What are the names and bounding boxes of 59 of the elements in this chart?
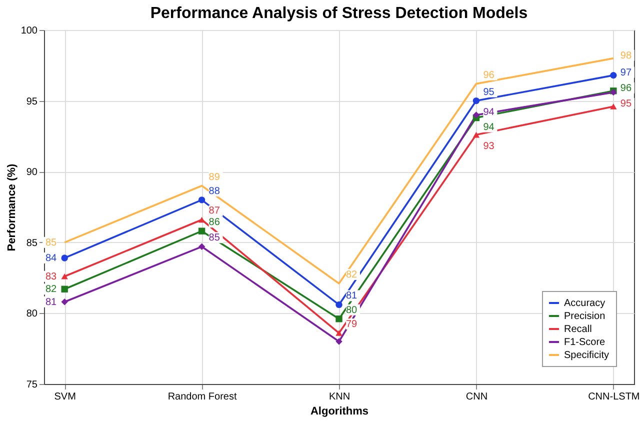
x-tick-label: KNN (328, 392, 350, 402)
data-label: 85 (45, 237, 58, 248)
point (336, 316, 342, 322)
data-label: 85 (208, 232, 220, 244)
point (61, 273, 68, 280)
point (61, 254, 68, 262)
legend-label: Specificity (564, 350, 610, 361)
x-tick-label: Random Forest (168, 392, 237, 402)
data-label: 81 (346, 290, 358, 302)
point (610, 104, 617, 110)
legend-label: Precision (564, 311, 606, 322)
legend-label: F1-Score (564, 337, 606, 348)
point (198, 243, 206, 250)
data-label: 94 (483, 122, 495, 133)
point (472, 112, 480, 118)
point (61, 298, 68, 306)
point (198, 216, 206, 223)
data-label: 83 (45, 271, 58, 282)
point (198, 228, 206, 234)
data-label: 93 (483, 140, 495, 152)
point (610, 72, 617, 79)
data-label: 86 (208, 217, 220, 228)
chart-title: Performance Analysis of Stress Detection Models (150, 5, 528, 22)
point (198, 196, 206, 204)
data-label: 96 (483, 70, 495, 81)
data-label: 98 (620, 50, 632, 62)
point (336, 301, 342, 308)
data-label: 87 (208, 206, 220, 217)
y-tick-label: 100 (20, 26, 38, 36)
legend-label: Accuracy (564, 298, 606, 309)
point (336, 338, 342, 345)
data-label: 81 (45, 296, 58, 308)
data-label: 79 (346, 319, 358, 330)
y-tick-label: 90 (26, 167, 38, 178)
x-tick-label: CNN (466, 392, 488, 402)
data-label: 88 (208, 186, 220, 197)
x-axis-title: Algorithms (310, 406, 369, 418)
data-label: 96 (620, 82, 632, 94)
legend-label: Recall (564, 324, 592, 335)
y-axis-title: Performance (%) (6, 163, 18, 252)
data-label: 97 (620, 67, 632, 78)
point (336, 330, 342, 336)
data-label: 82 (45, 284, 58, 296)
data-label: 84 (45, 252, 58, 264)
y-tick-label: 80 (26, 308, 38, 320)
point (472, 132, 480, 138)
x-tick-label: CNN-LSTM (588, 392, 640, 402)
y-tick-label: 95 (26, 96, 38, 108)
data-label: 95 (483, 86, 495, 98)
data-label: 82 (346, 269, 358, 280)
data-label: 80 (346, 304, 358, 316)
point (472, 97, 480, 104)
data-label: 89 (208, 172, 220, 183)
point (61, 286, 68, 292)
y-tick-label: 85 (26, 238, 38, 249)
y-tick-label: 75 (26, 380, 38, 390)
data-label: 94 (483, 106, 495, 118)
x-tick-label: SVM (54, 392, 76, 402)
data-label: 95 (620, 98, 632, 110)
